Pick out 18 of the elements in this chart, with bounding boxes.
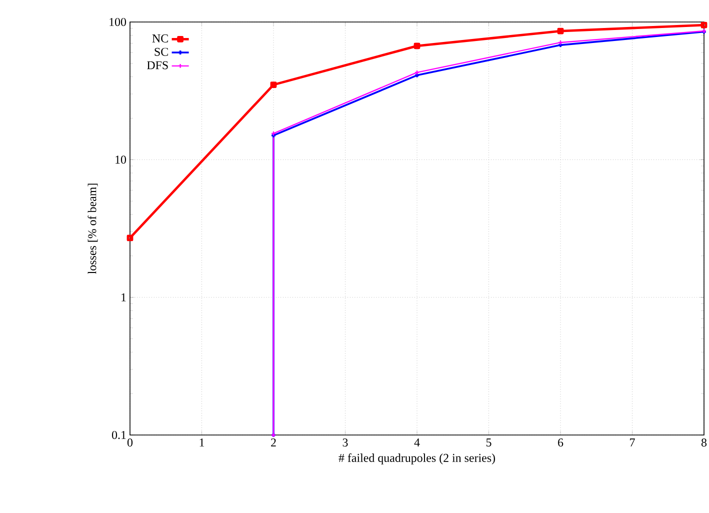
y-tick-label: 10 <box>116 156 126 164</box>
legend-label: NC <box>152 34 168 42</box>
x-tick-label: 7 <box>630 438 635 446</box>
x-tick-label: 1 <box>200 438 204 446</box>
y-tick-label: 100 <box>110 18 126 26</box>
x-tick-label: 5 <box>486 438 492 446</box>
legend-label: DFS <box>147 61 168 70</box>
x-axis-title: # failed quadrupoles (2 in series) <box>338 453 496 464</box>
x-tick-label: 4 <box>414 438 420 446</box>
y-tick-label: 0.1 <box>112 430 126 440</box>
x-tick-label: 3 <box>342 438 348 447</box>
legend-label: SC <box>154 48 168 56</box>
y-tick-label: 1 <box>122 293 126 302</box>
y-axis-title: losses [% of beam] <box>88 184 98 274</box>
x-tick-label: 8 <box>701 438 707 447</box>
x-tick-label: 0 <box>127 438 133 447</box>
x-tick-label: 2 <box>271 438 276 446</box>
x-tick-label: 6 <box>558 438 564 447</box>
